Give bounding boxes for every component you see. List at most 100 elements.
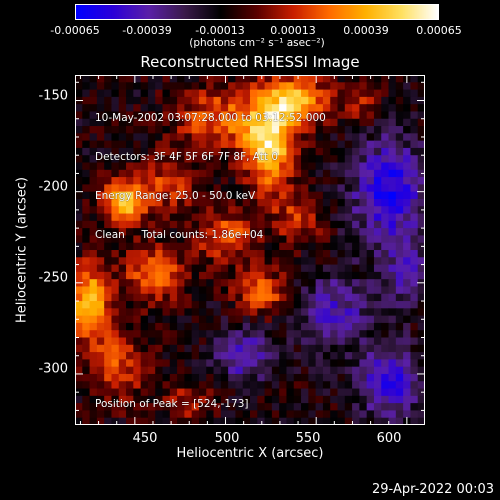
heatmap-cell [220,213,229,222]
heatmap-cell [330,257,339,266]
heatmap-cell [381,301,390,309]
heatmap-cell [381,264,390,273]
heatmap-cell [191,308,200,317]
heatmap-cell [96,366,105,375]
heatmap-cell [403,206,412,215]
heatmap-cell [337,279,346,288]
heatmap-cell [250,140,258,149]
heatmap-cell [373,96,382,105]
heatmap-cell [162,206,171,215]
heatmap-cell [322,352,331,360]
heatmap-cell [155,286,164,295]
heatmap-cell [293,169,302,178]
heatmap-cell [147,315,156,324]
heatmap-cell [118,417,127,425]
heatmap-cell [104,198,113,207]
heatmap-cell [381,388,390,397]
heatmap-cell [177,330,185,339]
heatmap-cell [111,337,120,346]
heatmap-cell [162,337,171,346]
heatmap-cell [330,104,339,113]
heatmap-cell [337,82,346,91]
heatmap-cell [279,126,288,134]
heatmap-cell [155,162,164,171]
heatmap-cell [381,184,390,193]
heatmap-cell [301,118,309,127]
heatmap-cell [220,337,229,346]
heatmap-cell [184,177,193,185]
heatmap-cell [140,264,149,273]
heatmap-cell [89,75,98,83]
heatmap-cell [293,315,302,324]
heatmap-cell [126,177,134,185]
heatmap-cell [344,89,353,98]
heatmap-cell [315,366,324,375]
heatmap-cell [89,140,98,149]
heatmap-cell [301,162,309,171]
heatmap-cell [337,191,346,200]
heatmap-cell [373,337,382,346]
heatmap-cell [344,242,353,251]
heatmap-cell [330,322,339,331]
heatmap-cell [242,140,251,149]
heatmap-cell [373,352,382,360]
heatmap-cell [228,250,237,258]
heatmap-cell [140,279,149,288]
heatmap-cell [220,403,229,412]
heatmap-cell [410,133,419,142]
heatmap-cell [82,293,91,302]
heatmap-cell [228,184,237,193]
heatmap-cell [184,147,193,156]
heatmap-cell [140,162,149,171]
heatmap-cell [228,308,237,317]
heatmap-cell [410,96,419,105]
heatmap-cell [403,301,412,309]
heatmap-cell [126,315,134,324]
heatmap-cell [111,359,120,368]
heatmap-cell [89,242,98,251]
heatmap-cell [366,410,375,419]
heatmap-cell [169,126,178,134]
heatmap-cell [388,126,397,134]
heatmap-cell [111,301,120,309]
heatmap-cell [264,162,273,171]
heatmap-cell [75,147,83,156]
heatmap-cell [184,220,193,229]
heatmap-cell [373,126,382,134]
heatmap-cell [126,395,134,404]
heatmap-cell [89,177,98,185]
heatmap-cell [395,337,404,346]
heatmap-cell [388,308,397,317]
heatmap-cell [264,111,273,120]
heatmap-cell [111,162,120,171]
heatmap-cell [140,250,149,258]
heatmap-cell [322,410,331,419]
heatmap-cell [82,337,91,346]
heatmap-cell [228,235,237,244]
heatmap-cell [82,330,91,339]
heatmap-cell [89,206,98,215]
heatmap-cell [344,140,353,149]
heatmap-cell [140,293,149,302]
heatmap-cell [220,198,229,207]
heatmap-cell [220,315,229,324]
heatmap-cell [373,250,382,258]
heatmap-cell [366,293,375,302]
heatmap-cell [322,104,331,113]
heatmap-cell [184,337,193,346]
heatmap-cell [147,264,156,273]
heatmap-cell [118,264,127,273]
heatmap-cell [359,140,368,149]
heatmap-cell [315,220,324,229]
heatmap-cell [96,133,105,142]
heatmap-cell [96,257,105,266]
heatmap-cell [308,417,317,425]
heatmap-cell [388,177,397,185]
heatmap-cell [191,82,200,91]
heatmap-cell [359,279,368,288]
heatmap-cell [359,315,368,324]
heatmap-cell [250,395,258,404]
heatmap-cell [417,220,425,229]
heatmap-cell [242,293,251,302]
heatmap-cell [82,264,91,273]
